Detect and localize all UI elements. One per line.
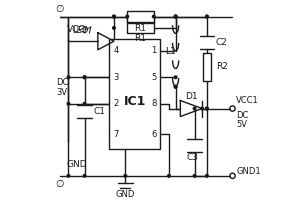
Text: C3: C3 <box>187 153 199 162</box>
Text: 5V: 5V <box>236 120 247 129</box>
Circle shape <box>201 107 203 110</box>
Circle shape <box>174 85 177 88</box>
Text: 8: 8 <box>151 99 156 108</box>
Circle shape <box>206 107 208 110</box>
Text: GND: GND <box>67 160 87 169</box>
Circle shape <box>83 76 86 79</box>
Text: R1: R1 <box>134 24 146 33</box>
Circle shape <box>83 76 86 79</box>
Text: D1: D1 <box>185 92 198 101</box>
Text: 7: 7 <box>113 130 119 139</box>
Text: 4: 4 <box>113 46 119 55</box>
Circle shape <box>174 15 177 18</box>
Circle shape <box>112 27 115 29</box>
Text: 3: 3 <box>113 73 119 82</box>
Text: GND: GND <box>116 190 135 199</box>
Text: C2: C2 <box>216 38 228 47</box>
Text: R1: R1 <box>134 34 146 43</box>
Circle shape <box>206 15 208 18</box>
Circle shape <box>174 85 177 88</box>
Circle shape <box>67 102 70 105</box>
Bar <box>127 23 154 33</box>
Text: L1: L1 <box>165 47 176 56</box>
Text: VCC1: VCC1 <box>236 96 259 105</box>
Bar <box>203 53 211 81</box>
Text: LED: LED <box>72 26 88 35</box>
Text: IC1: IC1 <box>124 95 146 108</box>
Circle shape <box>83 102 86 105</box>
Text: 2: 2 <box>113 99 119 108</box>
Circle shape <box>124 175 127 177</box>
Circle shape <box>67 175 70 177</box>
Circle shape <box>83 175 86 177</box>
Text: ∅: ∅ <box>56 179 64 189</box>
Text: 1: 1 <box>151 46 156 55</box>
Text: C1: C1 <box>94 107 106 116</box>
Circle shape <box>206 15 208 18</box>
Text: 5: 5 <box>151 73 156 82</box>
Circle shape <box>206 107 208 110</box>
Text: DC: DC <box>56 78 68 87</box>
Bar <box>127 11 154 22</box>
Text: ∅: ∅ <box>56 4 64 14</box>
Circle shape <box>112 15 115 18</box>
Circle shape <box>174 15 177 18</box>
Circle shape <box>67 76 70 79</box>
Circle shape <box>126 15 129 18</box>
Circle shape <box>168 175 170 177</box>
Text: R2: R2 <box>216 62 228 71</box>
Circle shape <box>112 15 115 18</box>
Text: 6: 6 <box>151 130 156 139</box>
Bar <box>109 39 160 149</box>
Circle shape <box>174 15 177 18</box>
Text: VCC: VCC <box>67 25 85 34</box>
Circle shape <box>193 175 196 177</box>
Circle shape <box>206 175 208 177</box>
Circle shape <box>174 76 177 79</box>
Text: 3V: 3V <box>56 88 67 97</box>
Circle shape <box>193 107 196 110</box>
Text: GND1: GND1 <box>236 167 261 176</box>
Text: DC: DC <box>236 111 249 120</box>
Circle shape <box>152 15 155 18</box>
